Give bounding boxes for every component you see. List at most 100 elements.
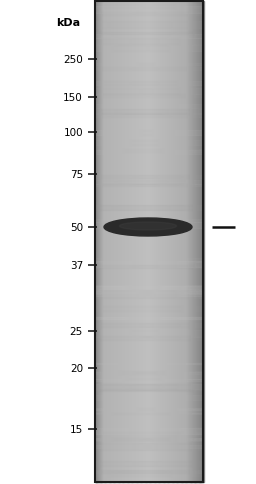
Bar bbox=[181, 2, 182, 482]
Bar bbox=[155, 2, 156, 482]
Bar bbox=[95, 46, 203, 52]
Bar bbox=[154, 2, 155, 482]
Bar bbox=[105, 2, 106, 482]
Bar bbox=[105, 2, 106, 482]
Bar bbox=[108, 2, 109, 482]
Bar bbox=[167, 2, 168, 482]
Bar bbox=[145, 2, 146, 482]
Bar bbox=[95, 371, 203, 374]
Bar bbox=[95, 384, 203, 389]
Text: 150: 150 bbox=[63, 93, 83, 103]
Bar bbox=[97, 2, 98, 482]
Bar bbox=[185, 2, 186, 482]
Bar bbox=[146, 2, 147, 482]
Bar bbox=[95, 395, 203, 400]
Bar bbox=[95, 286, 203, 293]
Bar bbox=[176, 2, 177, 482]
Bar bbox=[182, 2, 183, 482]
Bar bbox=[102, 2, 103, 482]
Bar bbox=[125, 2, 126, 482]
Bar bbox=[127, 2, 128, 482]
Bar bbox=[154, 2, 155, 482]
Bar bbox=[203, 2, 204, 482]
Bar bbox=[111, 2, 112, 482]
Bar bbox=[200, 2, 201, 482]
Bar bbox=[163, 2, 164, 482]
Bar bbox=[175, 2, 176, 482]
Text: 100: 100 bbox=[63, 128, 83, 138]
Bar bbox=[118, 2, 119, 482]
Bar bbox=[165, 2, 166, 482]
Bar bbox=[122, 2, 123, 482]
Bar bbox=[124, 2, 125, 482]
Bar bbox=[201, 2, 202, 482]
Bar bbox=[95, 222, 203, 228]
Bar bbox=[123, 2, 124, 482]
Bar bbox=[95, 39, 203, 45]
Bar bbox=[95, 32, 203, 34]
Bar bbox=[112, 2, 113, 482]
Bar bbox=[95, 379, 203, 381]
Bar bbox=[138, 2, 140, 482]
Bar bbox=[199, 2, 200, 482]
Bar bbox=[149, 2, 150, 482]
Bar bbox=[125, 2, 126, 482]
Bar bbox=[130, 2, 131, 482]
Bar bbox=[166, 2, 167, 482]
Bar bbox=[183, 2, 184, 482]
Bar bbox=[174, 2, 175, 482]
Bar bbox=[133, 2, 134, 482]
Bar bbox=[158, 2, 159, 482]
Bar bbox=[102, 2, 103, 482]
Bar bbox=[123, 2, 124, 482]
Bar bbox=[95, 131, 203, 136]
Bar bbox=[95, 150, 203, 152]
Bar bbox=[148, 2, 149, 482]
Bar bbox=[148, 2, 149, 482]
Bar bbox=[95, 306, 203, 311]
Bar bbox=[155, 2, 156, 482]
Bar bbox=[153, 2, 154, 482]
Bar bbox=[95, 2, 96, 482]
Bar bbox=[117, 2, 118, 482]
Bar bbox=[95, 443, 203, 450]
Bar bbox=[95, 439, 203, 441]
Text: 50: 50 bbox=[70, 223, 83, 232]
Bar bbox=[95, 21, 203, 29]
Bar bbox=[95, 150, 203, 154]
Bar bbox=[149, 2, 150, 482]
Bar bbox=[109, 2, 110, 482]
Bar bbox=[128, 2, 129, 482]
Bar bbox=[95, 317, 203, 319]
Text: 250: 250 bbox=[63, 55, 83, 65]
Bar bbox=[186, 2, 187, 482]
Bar bbox=[114, 2, 115, 482]
Bar bbox=[186, 2, 187, 482]
Bar bbox=[163, 2, 164, 482]
Bar bbox=[170, 2, 172, 482]
Bar bbox=[126, 2, 127, 482]
Bar bbox=[100, 2, 101, 482]
Bar bbox=[194, 2, 195, 482]
Bar bbox=[172, 2, 173, 482]
Bar bbox=[95, 14, 203, 16]
Bar bbox=[129, 2, 130, 482]
Bar bbox=[175, 2, 176, 482]
Bar bbox=[116, 2, 117, 482]
Bar bbox=[190, 2, 191, 482]
Ellipse shape bbox=[104, 219, 192, 237]
Bar bbox=[95, 105, 203, 108]
Bar bbox=[135, 2, 136, 482]
Bar bbox=[143, 2, 144, 482]
Bar bbox=[101, 2, 102, 482]
Bar bbox=[191, 2, 192, 482]
Bar bbox=[95, 445, 203, 449]
Bar bbox=[196, 2, 197, 482]
Bar bbox=[104, 2, 105, 482]
Bar bbox=[95, 461, 203, 467]
Bar bbox=[202, 2, 203, 482]
Bar bbox=[95, 471, 203, 476]
Bar bbox=[152, 2, 153, 482]
Bar bbox=[190, 2, 191, 482]
Bar bbox=[108, 2, 109, 482]
